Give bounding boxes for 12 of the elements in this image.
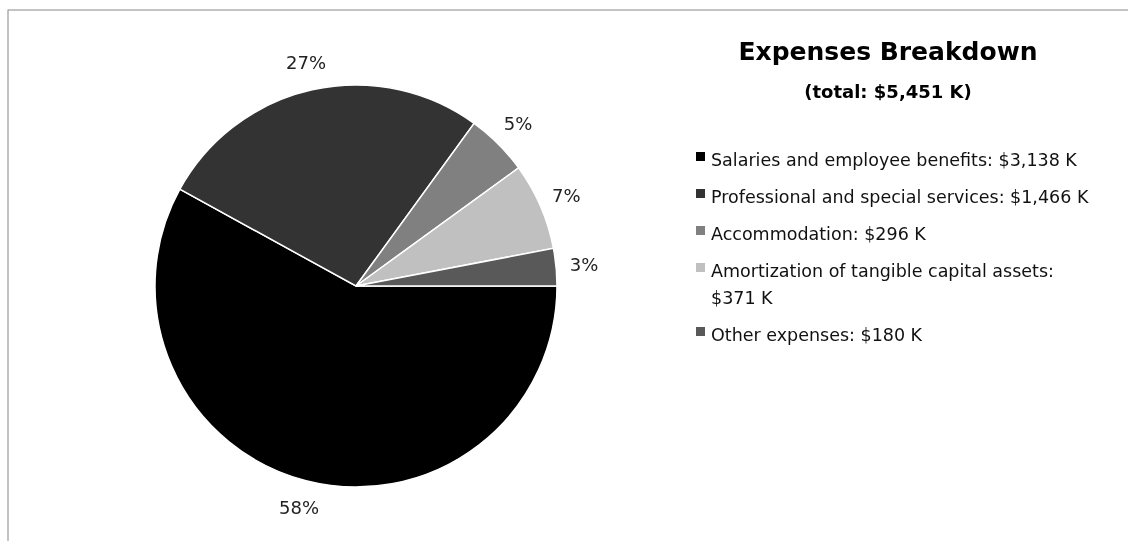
data-label: 7% — [552, 184, 581, 206]
chart-title: Expenses Breakdown — [738, 37, 1038, 66]
legend-label: Accommodation: $296 K — [711, 224, 927, 244]
legend-label: Professional and special services: $1,466 K — [711, 187, 1089, 207]
data-label: 5% — [503, 113, 533, 135]
data-label: 58% — [279, 497, 320, 519]
legend-label: Salaries and employee benefits: $3,138 K — [711, 150, 1078, 170]
data-label: 3% — [569, 253, 599, 275]
data-label: 27% — [286, 51, 327, 73]
legend-label: Amortization of tangible capital assets: $371 K — [711, 261, 1054, 308]
legend-label: Other expenses: $180 K — [711, 325, 923, 345]
text: (total: $5,451 K) — [804, 81, 972, 102]
